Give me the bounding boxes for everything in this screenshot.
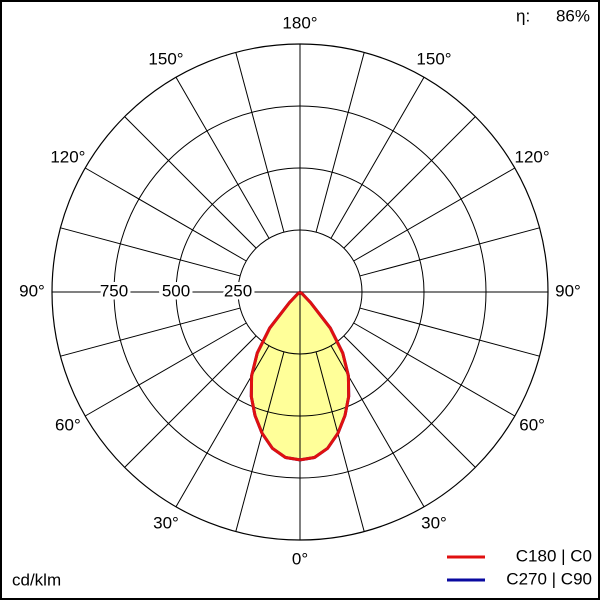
spoke [353, 322, 516, 417]
r-tick-label: 500 [162, 281, 190, 300]
grid-ring [237, 229, 363, 355]
spoke [235, 351, 285, 532]
spoke [315, 351, 365, 532]
spoke [124, 116, 257, 249]
spoke [353, 167, 516, 262]
unit-label: cd/klm [12, 570, 61, 589]
spoke [60, 307, 241, 357]
legend-label: C180 | C0 [516, 546, 592, 565]
series-line [249, 290, 301, 462]
grid-ring [113, 105, 487, 479]
angle-tick-label: 30° [421, 514, 447, 533]
efficiency-value: 86% [556, 6, 590, 25]
legend-label: C270 | C90 [506, 569, 592, 588]
spoke [124, 335, 257, 468]
angle-tick-label: 180° [282, 13, 317, 32]
angle-tick-label: 30° [153, 514, 179, 533]
angle-tick-label: 60° [519, 415, 545, 434]
angle-tick-label: 120° [515, 147, 550, 166]
label-layer: 250 500 750 0° 30° 30° 60° 60° 90° 90° 120° 120° 150… [19, 13, 592, 588]
angle-tick-label: 0° [292, 549, 308, 568]
spoke [60, 227, 241, 277]
angle-tick-label: 150° [416, 49, 451, 68]
spoke [235, 52, 285, 233]
angle-tick-label: 120° [50, 147, 85, 166]
series-line [299, 290, 351, 462]
spoke [343, 335, 476, 468]
spoke [84, 167, 247, 262]
grid-ring [175, 167, 425, 417]
curve-layer [249, 290, 351, 462]
spoke [84, 322, 247, 417]
angle-tick-label: 150° [148, 49, 183, 68]
spoke [343, 116, 476, 249]
spoke [315, 52, 365, 233]
outer-ring [51, 43, 549, 541]
angle-tick-label: 90° [555, 281, 581, 300]
grid-layer [51, 43, 549, 541]
spoke [359, 307, 540, 357]
r-tick-label: 750 [100, 281, 128, 300]
angle-tick-label: 90° [19, 281, 45, 300]
spoke [175, 76, 270, 239]
spoke [359, 227, 540, 277]
r-tick-label: 250 [224, 281, 252, 300]
spoke [330, 76, 425, 239]
efficiency-label: η: [516, 6, 530, 25]
angle-tick-label: 60° [55, 415, 81, 434]
